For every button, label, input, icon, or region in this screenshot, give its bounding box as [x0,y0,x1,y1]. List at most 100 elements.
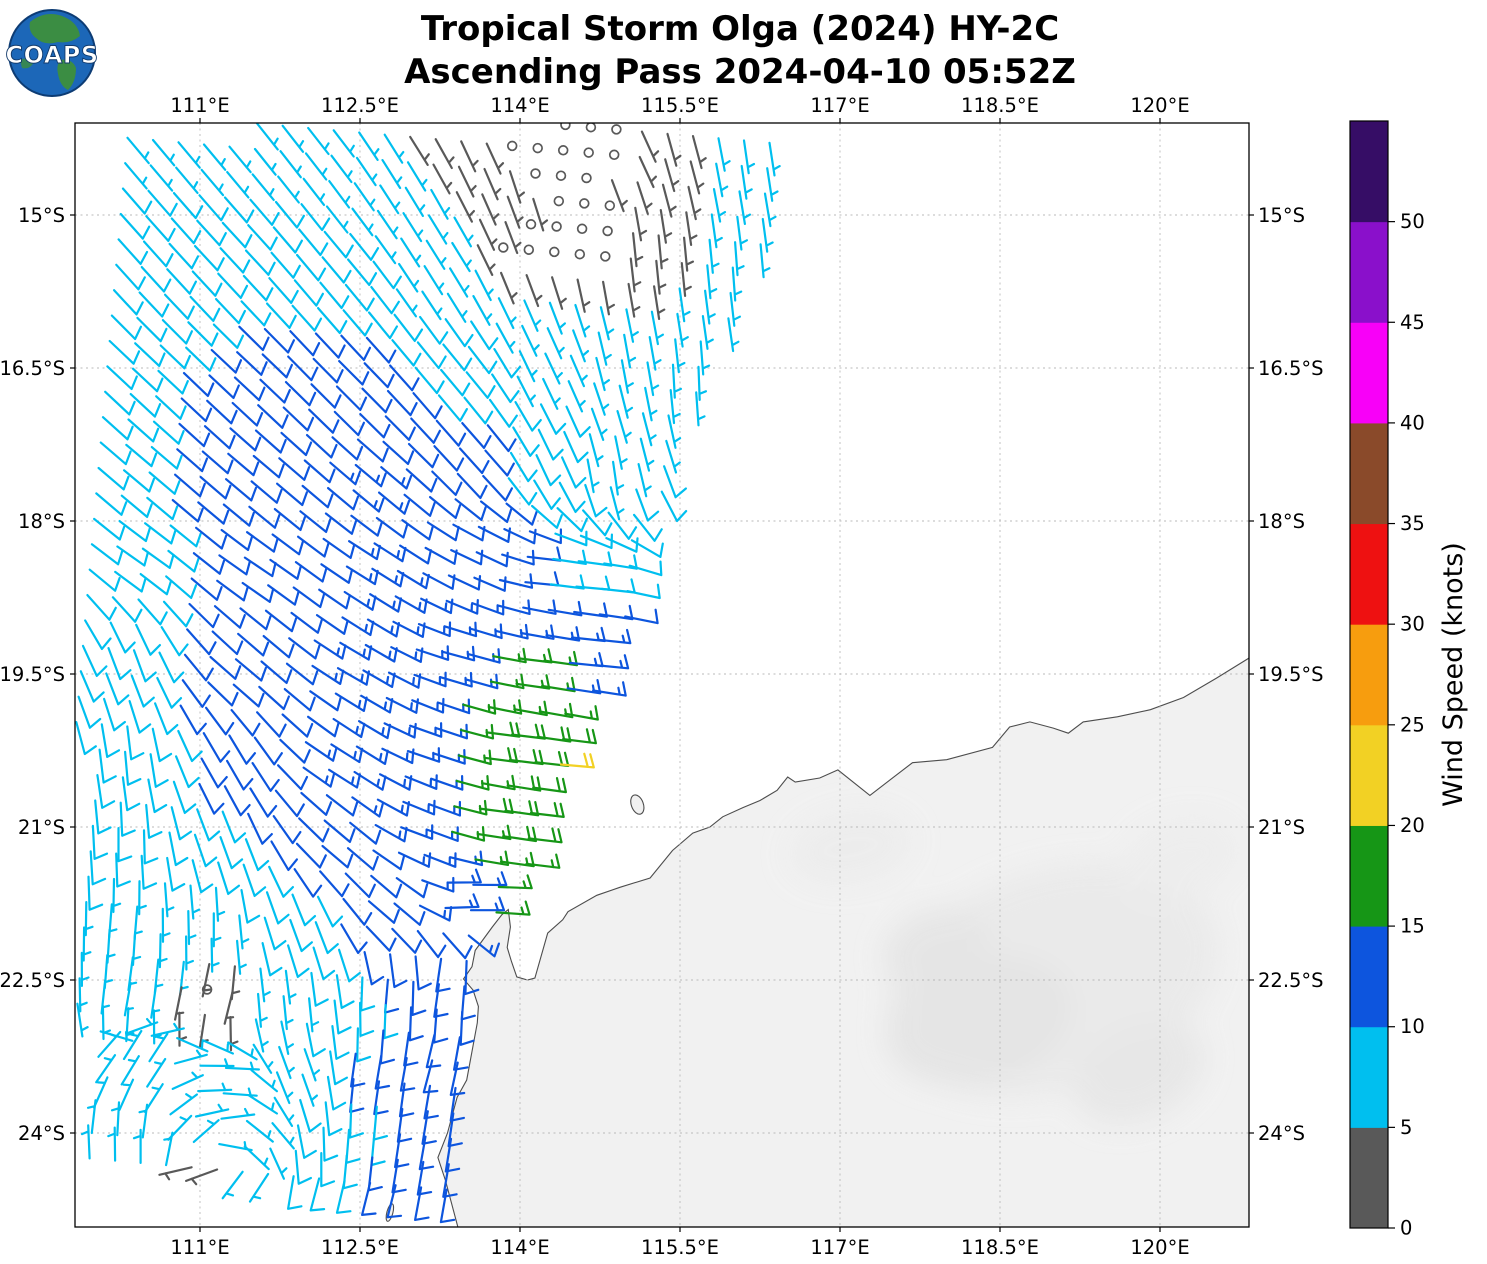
wind-barb [257,992,268,1028]
wind-barb [272,815,302,845]
wind-barb [109,621,136,654]
colorbar-bin [1350,221,1388,323]
wind-barb [350,514,383,537]
wind-barb [697,365,707,401]
wind-barb [168,242,200,270]
wind-barb [710,213,723,249]
wind-barb [254,429,287,454]
wind-barb [143,1083,164,1114]
wind-barb [563,430,589,464]
wind-barb [269,1147,288,1180]
wind-barb [444,318,474,348]
wind-barb [84,619,112,650]
wind-barb [192,1119,220,1143]
lon-label-bottom: 111°E [170,1236,229,1259]
wind-barb [507,477,538,506]
wind-barb [435,419,467,447]
wind-barb [590,407,608,441]
wind-barb [354,463,387,488]
calm-circle [608,149,620,161]
wind-barb [199,475,232,500]
wind-barb [551,276,567,310]
wind-barb [307,715,340,738]
wind-barb [548,301,566,335]
wind-barb [646,361,660,397]
wind-barb [167,549,200,573]
wind-barb [503,528,537,545]
wind-barb [409,135,430,166]
wind-barb [347,258,378,286]
wind-barb [317,307,348,335]
wind-barb [203,425,236,450]
wind-barb [459,1010,475,1046]
wind-barb [210,937,220,973]
wind-barb [356,438,389,463]
wind-barb [363,362,395,389]
wind-barb [442,343,473,372]
wind-barb [467,345,498,375]
wind-barb [103,697,126,732]
title: Tropical Storm Olga (2024) HY-2CAscendin… [404,9,1076,92]
wind-barb [523,299,542,332]
wind-barb [296,1124,317,1159]
wind-barb [116,545,149,567]
wind-barb [268,865,294,898]
wind-barb [118,1078,135,1111]
wind-barb [342,309,373,337]
wind-barb [287,1175,303,1210]
wind-barb [488,398,518,428]
wind-barb [186,628,217,656]
wind-barb [609,486,625,521]
wind-barb [330,154,353,184]
wind-barb [407,442,440,469]
wind-barb [127,418,160,443]
wind-barb [497,297,517,330]
wind-barb [160,626,189,657]
wind-barb [727,317,740,353]
wind-barb [349,1103,364,1139]
wind-barb [301,484,334,509]
wind-barb [655,259,667,295]
map-area [75,123,1249,1227]
wind-barb [245,249,276,276]
wind-barb [561,456,587,489]
wind-barb [427,214,449,245]
wind-barb [280,431,313,457]
wind-barb [217,272,249,299]
colorbar: 0 5 10 15 20 25 30 35 40 45 50 Wind Speed (knots) [1349,120,1469,1240]
wind-barb [429,496,462,519]
lon-label-bottom: 115.5°E [641,1236,719,1259]
wind-barb [418,904,453,922]
wind-barb [355,156,378,187]
wind-barb [734,241,745,277]
wind-barb [419,315,449,345]
colorbar-bin [1350,523,1388,625]
wind-barb [532,777,567,794]
wind-barb [521,324,540,357]
wind-barb [219,247,251,274]
colorbar-tick-label: 30 [1400,613,1425,636]
wind-barb [425,239,447,270]
island-barrow [630,794,645,815]
wind-barb [630,539,664,558]
wind-barb [169,1093,198,1116]
wind-barb [308,997,320,1033]
wind-barb [717,137,731,172]
wind-barb [618,384,634,419]
wind-barb [505,502,538,526]
wind-barb [449,267,470,298]
wind-barb [201,1039,234,1055]
wind-barb [225,478,258,502]
wind-barb [242,274,274,302]
wind-barb [648,336,662,371]
calm-circle [557,145,569,156]
wind-barb [140,266,172,293]
wind-barb [88,568,121,592]
wind-barb [456,472,488,500]
wind-barb [620,359,634,394]
wind-barb [180,397,213,423]
colorbar-tick-label: 0 [1400,1217,1412,1240]
wind-barb [253,147,277,176]
wind-barb [414,1186,430,1221]
wind-barb [308,408,340,434]
